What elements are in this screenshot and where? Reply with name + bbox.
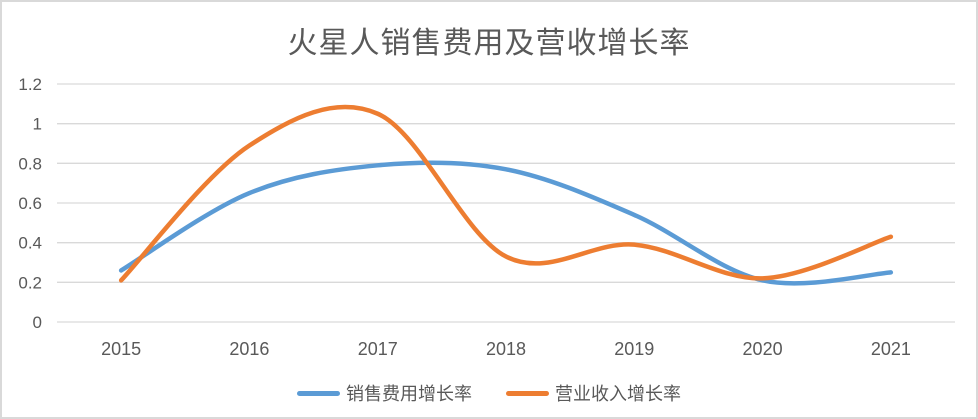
x-tick-label: 2019 (614, 339, 654, 359)
legend-line-swatch-orange (506, 390, 549, 396)
y-tick-label: 0.4 (18, 234, 42, 253)
x-tick-label: 2020 (743, 339, 783, 359)
chart-title: 火星人销售费用及营收增长率 (287, 27, 691, 60)
legend-item-sales-expense[interactable]: 销售费用增长率 (297, 380, 472, 406)
y-tick-label: 0 (33, 313, 42, 332)
x-tick-label: 2017 (358, 339, 398, 359)
legend: 销售费用增长率 营业收入增长率 (2, 380, 976, 406)
x-tick-label: 2015 (101, 339, 141, 359)
y-tick-label: 1 (33, 115, 42, 134)
y-tick-label: 1.2 (18, 75, 42, 94)
legend-line-swatch-blue (297, 390, 340, 396)
y-tick-label: 0.6 (18, 194, 42, 213)
y-tick-label: 0.8 (18, 154, 42, 173)
series-line-1 (118, 104, 894, 283)
series-line-0 (118, 160, 894, 286)
y-tick-label: 0.2 (18, 273, 42, 292)
x-tick-label: 2016 (229, 339, 269, 359)
legend-label: 销售费用增长率 (346, 384, 472, 404)
legend-item-revenue[interactable]: 营业收入增长率 (506, 380, 681, 406)
x-tick-label: 2021 (871, 339, 911, 359)
x-tick-label: 2018 (486, 339, 526, 359)
legend-label: 营业收入增长率 (555, 384, 681, 404)
